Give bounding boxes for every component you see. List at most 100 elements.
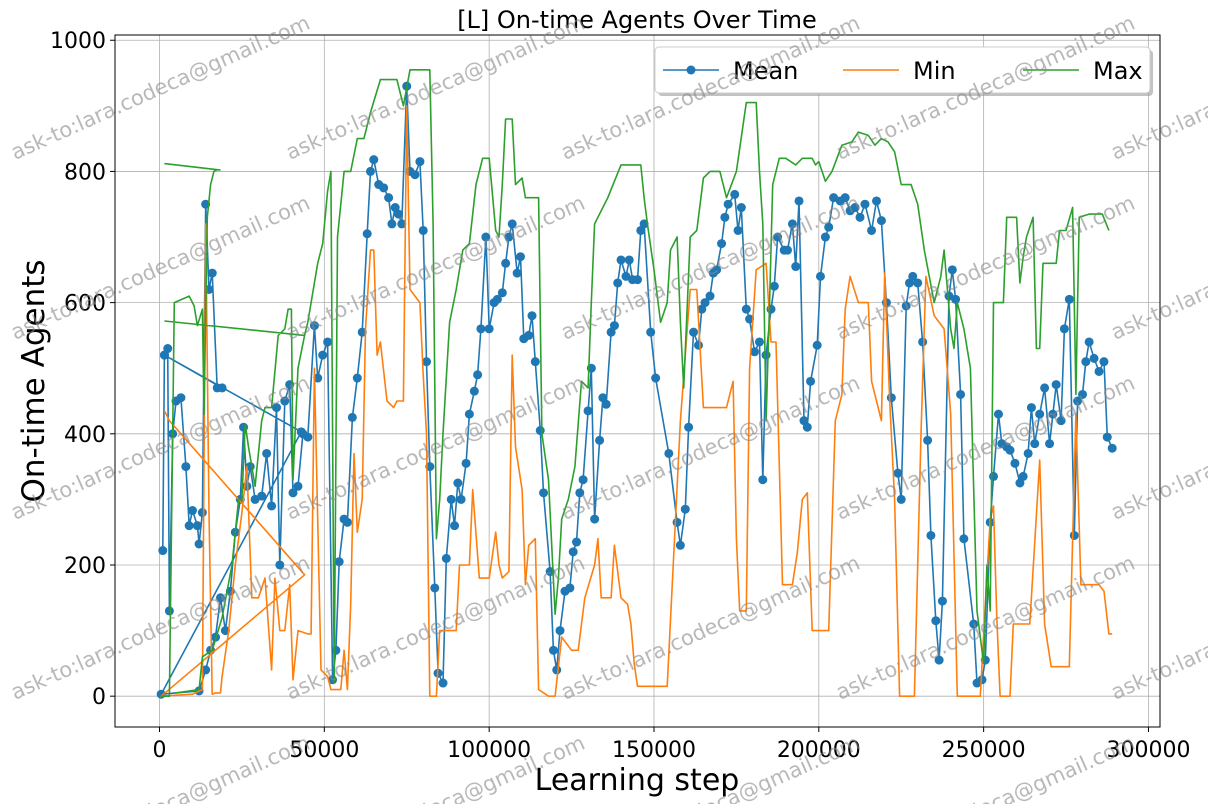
data-point bbox=[476, 324, 486, 334]
data-point bbox=[913, 278, 923, 288]
data-point bbox=[590, 514, 600, 524]
legend: Mean Min Max bbox=[654, 46, 1153, 96]
data-point bbox=[733, 225, 743, 235]
data-point bbox=[993, 409, 1003, 419]
data-point bbox=[871, 196, 881, 206]
data-point bbox=[207, 268, 217, 278]
data-point bbox=[197, 508, 207, 518]
data-point bbox=[473, 370, 483, 380]
data-point bbox=[700, 298, 710, 308]
data-point bbox=[527, 311, 537, 321]
chart-title: [L] On-time Agents Over Time bbox=[457, 6, 817, 34]
data-point bbox=[293, 481, 303, 491]
data-point bbox=[1048, 409, 1058, 419]
legend-marker bbox=[686, 65, 696, 75]
data-point bbox=[761, 350, 771, 360]
data-point bbox=[461, 458, 471, 468]
data-point bbox=[323, 337, 333, 347]
data-point bbox=[575, 488, 585, 498]
data-point bbox=[1026, 403, 1036, 413]
data-point bbox=[565, 583, 575, 593]
data-point bbox=[750, 347, 760, 357]
data-point bbox=[840, 193, 850, 203]
data-point bbox=[347, 412, 357, 422]
data-point bbox=[684, 422, 694, 432]
data-point bbox=[394, 209, 404, 219]
data-point bbox=[717, 239, 727, 249]
data-point bbox=[766, 304, 776, 314]
data-point bbox=[1059, 324, 1069, 334]
data-point bbox=[651, 373, 661, 383]
data-point bbox=[689, 327, 699, 337]
data-point bbox=[164, 606, 174, 616]
data-point bbox=[1010, 458, 1020, 468]
x-tick-label: 250000 bbox=[942, 738, 1026, 763]
data-point bbox=[497, 288, 507, 298]
data-point bbox=[303, 432, 313, 442]
data-point bbox=[453, 478, 463, 488]
data-point bbox=[680, 504, 690, 514]
data-point bbox=[773, 232, 783, 242]
series-line bbox=[161, 69, 1110, 697]
grid bbox=[115, 35, 1160, 727]
data-point bbox=[539, 488, 549, 498]
data-point bbox=[947, 265, 957, 275]
data-point bbox=[507, 219, 517, 229]
data-point bbox=[504, 232, 514, 242]
data-point bbox=[969, 619, 979, 629]
data-point bbox=[552, 665, 562, 675]
data-point bbox=[158, 546, 168, 556]
plot-area bbox=[156, 69, 1117, 699]
data-point bbox=[959, 534, 969, 544]
data-point bbox=[595, 435, 605, 445]
data-point bbox=[1005, 445, 1015, 455]
data-point bbox=[438, 678, 448, 688]
data-point bbox=[176, 393, 186, 403]
data-point bbox=[159, 350, 169, 360]
data-point bbox=[901, 301, 911, 311]
data-point bbox=[1030, 439, 1040, 449]
data-point bbox=[422, 357, 432, 367]
y-tick-label: 1000 bbox=[50, 29, 106, 54]
axes-frame bbox=[114, 34, 1161, 728]
x-tick-label: 150000 bbox=[612, 738, 696, 763]
data-point bbox=[1107, 443, 1117, 453]
data-point bbox=[745, 314, 755, 324]
y-tick-label: 800 bbox=[64, 160, 106, 185]
data-point bbox=[535, 426, 545, 436]
legend-label: Mean bbox=[733, 57, 798, 85]
data-point bbox=[723, 199, 733, 209]
data-point bbox=[806, 376, 816, 386]
data-point bbox=[481, 232, 491, 242]
data-point bbox=[1069, 530, 1079, 540]
data-point bbox=[876, 216, 886, 226]
data-point bbox=[267, 501, 277, 511]
data-point bbox=[758, 475, 768, 485]
data-point bbox=[201, 665, 211, 675]
data-point bbox=[342, 517, 352, 527]
data-point bbox=[397, 219, 407, 229]
data-point bbox=[512, 268, 522, 278]
y-tick-label: 600 bbox=[64, 292, 106, 317]
data-point bbox=[548, 645, 558, 655]
data-point bbox=[257, 491, 267, 501]
data-point bbox=[616, 255, 626, 265]
data-point bbox=[272, 403, 282, 413]
data-point bbox=[379, 183, 389, 193]
data-point bbox=[365, 166, 375, 176]
x-tick-label: 300000 bbox=[1106, 738, 1190, 763]
data-point bbox=[934, 655, 944, 665]
data-point bbox=[415, 157, 425, 167]
data-point bbox=[387, 219, 397, 229]
data-point bbox=[712, 265, 722, 275]
data-point bbox=[578, 475, 588, 485]
data-point bbox=[720, 212, 730, 222]
data-point bbox=[1051, 380, 1061, 390]
data-point bbox=[1099, 357, 1109, 367]
data-point bbox=[524, 330, 534, 340]
data-point bbox=[672, 517, 682, 527]
data-point bbox=[1045, 439, 1055, 449]
data-point bbox=[568, 547, 578, 557]
data-point bbox=[736, 203, 746, 213]
data-point bbox=[609, 321, 619, 331]
